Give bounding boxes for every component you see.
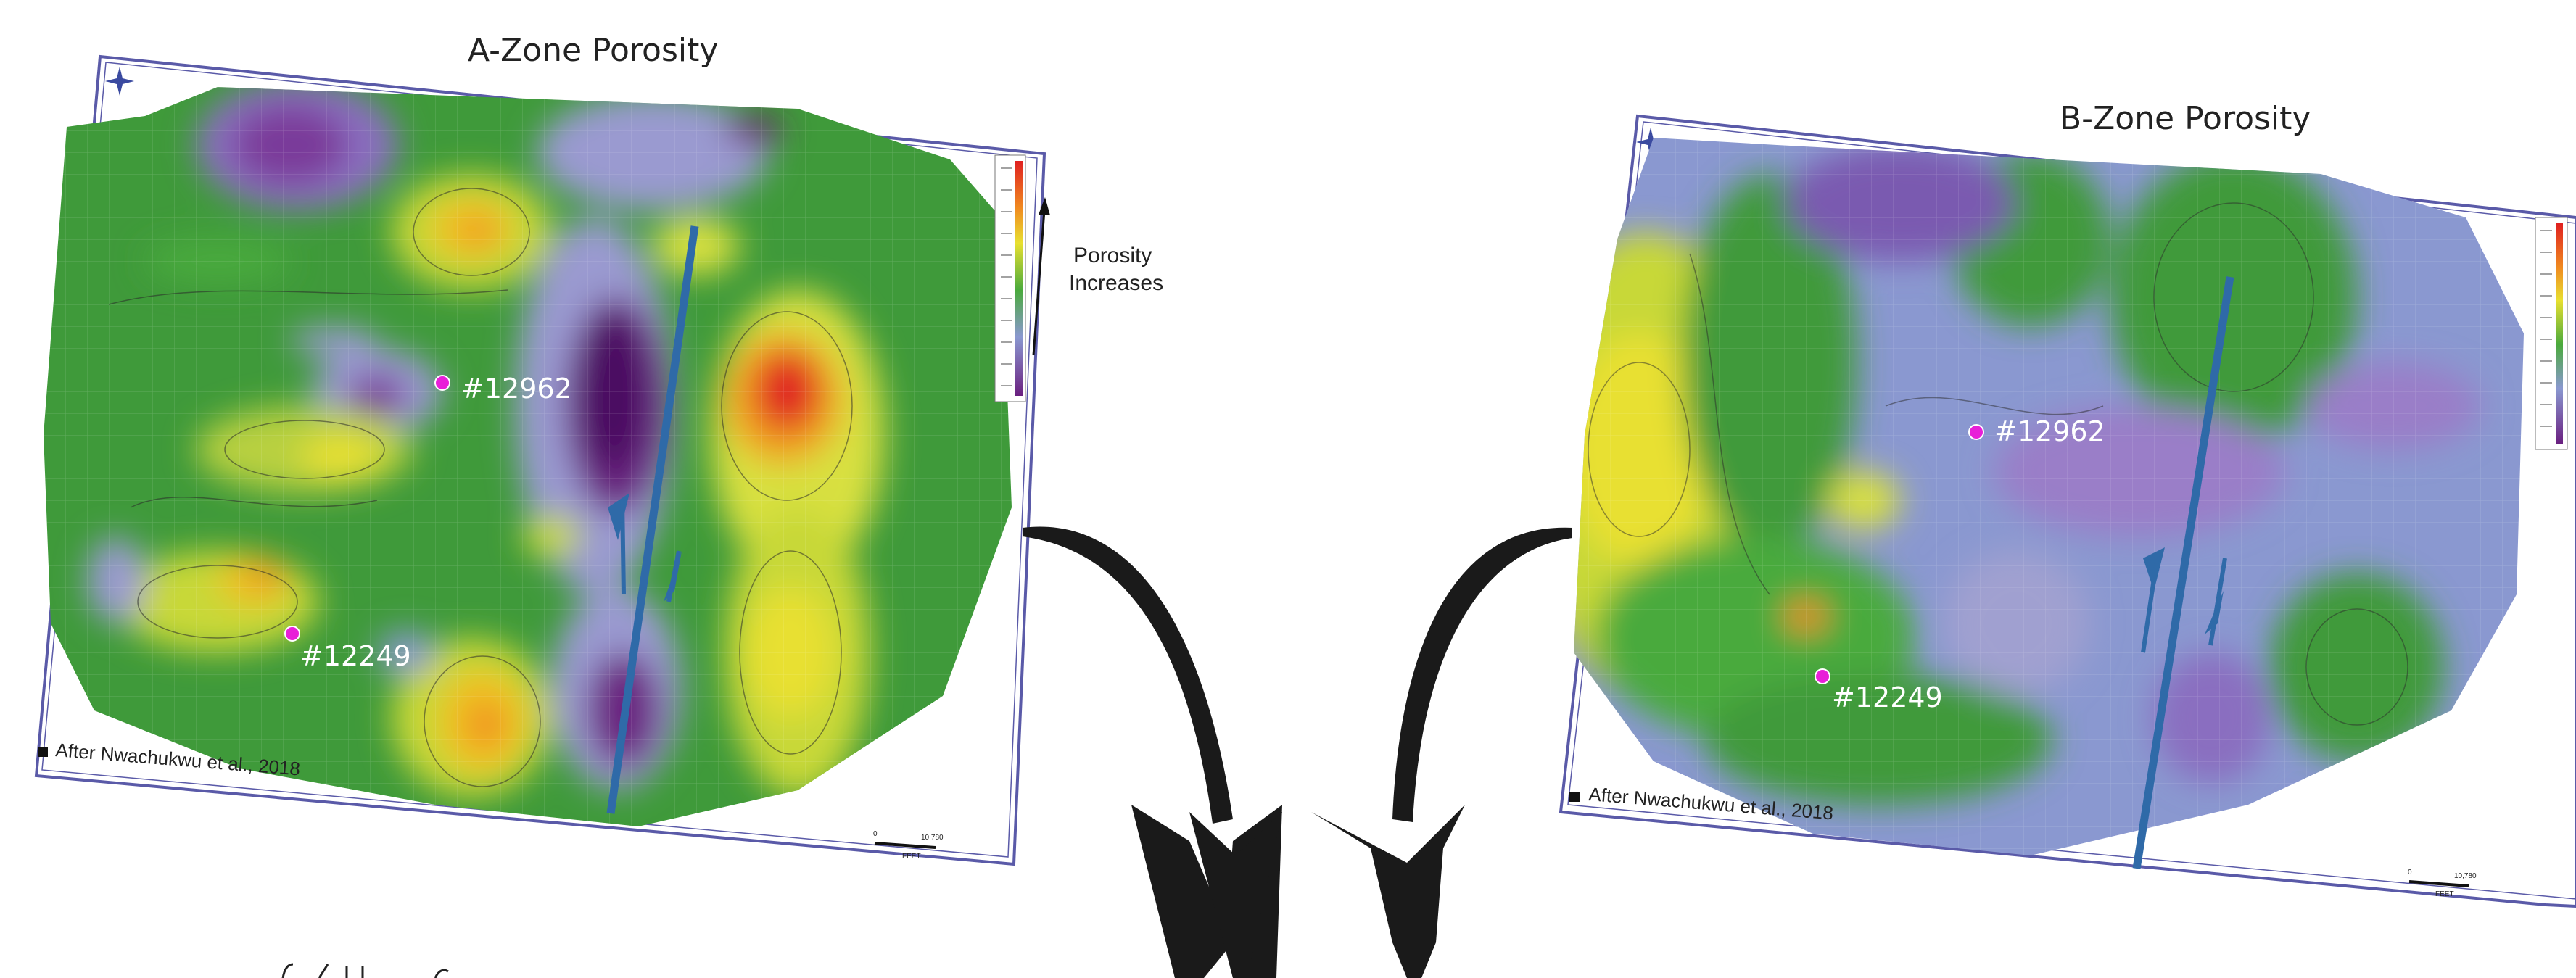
map-b-scale-bar: 0 10,780 FEET: [2408, 869, 2477, 898]
map-b-color-legend: [2535, 217, 2568, 450]
map-b-scale-label: FEET: [2435, 890, 2454, 898]
map-a-well-12962-label: #12962: [461, 373, 572, 405]
map-a-color-legend: [994, 154, 1026, 402]
annotation-line-1: Porosity: [1073, 244, 1152, 268]
map-a-fault: [606, 225, 699, 814]
map-b-porosity-field: [1574, 138, 2524, 855]
map-b-compass-icon: [1636, 128, 1665, 157]
porosity-arrow-icon: [1032, 210, 1046, 356]
map-a-scale-tick-0: 0: [873, 830, 878, 838]
map-a-well-12249-label: #12249: [300, 640, 411, 672]
map-b-well-12249-marker[interactable]: [1815, 668, 1830, 684]
map-b-well-12962-marker[interactable]: [1968, 424, 1984, 440]
map-a-porosity-field: [44, 87, 1012, 826]
map-b-well-12962-label: #12962: [1994, 415, 2105, 447]
bottom-caption-fragment: [281, 963, 449, 978]
annotation-line-2: Increases: [1069, 271, 1163, 295]
map-a-compass-icon: [105, 67, 134, 96]
map-a-scale-label: FEET: [902, 853, 921, 861]
map-b-scale-tick-1: 10,780: [2454, 872, 2477, 880]
map-a-well-12249-marker[interactable]: [284, 626, 300, 642]
left-curved-arrow-icon: [1023, 526, 1282, 978]
map-b-scale-tick-0: 0: [2408, 869, 2412, 877]
map-b-well-12249-label: #12249: [1832, 681, 1943, 713]
right-curved-arrow-icon: [1311, 527, 1572, 978]
map-b: #12962 #12249 After Nwachukwu et al., 20…: [1559, 114, 2576, 908]
map-b-fault: [2132, 276, 2234, 869]
map-b-title: B-Zone Porosity: [2060, 100, 2311, 137]
porosity-increases-annotation: Porosity Increases: [1032, 197, 1163, 356]
map-a-well-12962-marker[interactable]: [434, 375, 450, 391]
map-a-title: A-Zone Porosity: [468, 32, 719, 69]
map-a: #12962 #12249 After Nwachukwu et al., 20…: [34, 54, 1046, 866]
map-a-scale-bar: 0 10,780 FEET: [873, 830, 944, 861]
map-a-scale-tick-1: 10,780: [921, 834, 944, 842]
